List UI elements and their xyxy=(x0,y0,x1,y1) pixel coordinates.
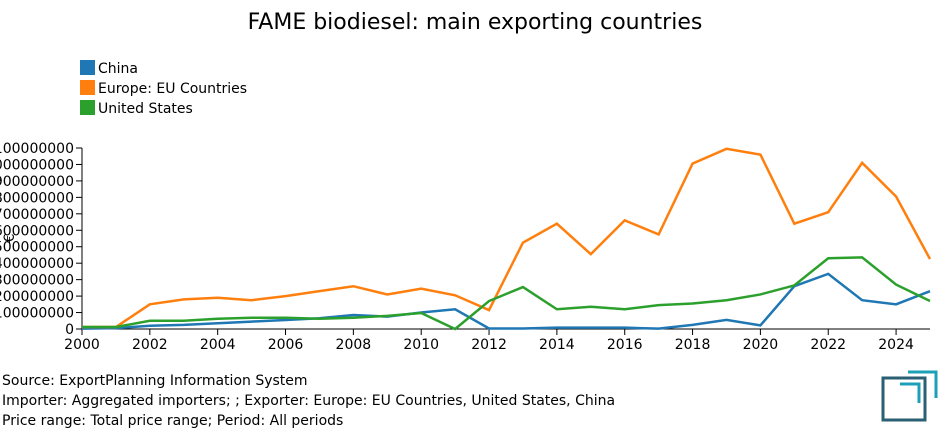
x-tick-label: 2002 xyxy=(132,337,168,353)
x-tick-label: 2006 xyxy=(268,337,304,353)
legend-swatch xyxy=(80,80,95,95)
y-tick-label: 900000000 xyxy=(0,174,74,190)
x-tick-label: 2010 xyxy=(403,337,439,353)
y-tick-label: 0 xyxy=(65,322,74,338)
x-tick-label: 2012 xyxy=(471,337,507,353)
legend-label: United States xyxy=(98,101,193,117)
logo-arrow xyxy=(908,370,938,398)
chart-title: FAME biodiesel: main exporting countries xyxy=(248,10,703,35)
y-tick-label: 400000000 xyxy=(0,256,74,272)
series-line xyxy=(81,272,931,330)
y-tick-label: 500000000 xyxy=(0,240,74,256)
y-tick-label: 600000000 xyxy=(0,223,74,239)
series-line xyxy=(82,147,932,329)
y-tick-label: 100000000 xyxy=(0,306,74,322)
logo-box xyxy=(881,376,927,422)
y-tick-label: 1000000000 xyxy=(0,157,74,173)
x-tick-label: 2022 xyxy=(810,337,846,353)
footer-text: Source: ExportPlanning Information Syste… xyxy=(2,373,308,389)
logo xyxy=(881,370,938,422)
x-tick-label: 2024 xyxy=(878,337,914,353)
legend-swatch xyxy=(80,100,95,115)
y-tick-label: 700000000 xyxy=(0,207,74,223)
y-tick-label: 200000000 xyxy=(0,289,74,305)
footer-text: Price range: Total price range; Period: … xyxy=(2,413,343,429)
series-line xyxy=(82,256,931,331)
x-tick-label: 2020 xyxy=(743,337,779,353)
legend-swatch xyxy=(80,60,95,75)
legend-label: Europe: EU Countries xyxy=(98,81,247,97)
logo-arrow xyxy=(900,382,921,403)
y-tick-label: 800000000 xyxy=(0,190,74,206)
y-tick-label: 1100000000 xyxy=(0,141,74,157)
footer-text: Importer: Aggregated importers; ; Export… xyxy=(2,393,615,409)
legend-label: China xyxy=(98,61,138,77)
x-tick-label: 2018 xyxy=(675,337,711,353)
x-tick-label: 2016 xyxy=(607,337,643,353)
x-tick-label: 2008 xyxy=(336,337,372,353)
y-tick-label: 300000000 xyxy=(0,273,74,289)
y-axis-label: € xyxy=(2,234,18,243)
x-tick-label: 2000 xyxy=(64,337,100,353)
x-tick-label: 2014 xyxy=(539,337,575,353)
x-tick-label: 2004 xyxy=(200,337,236,353)
